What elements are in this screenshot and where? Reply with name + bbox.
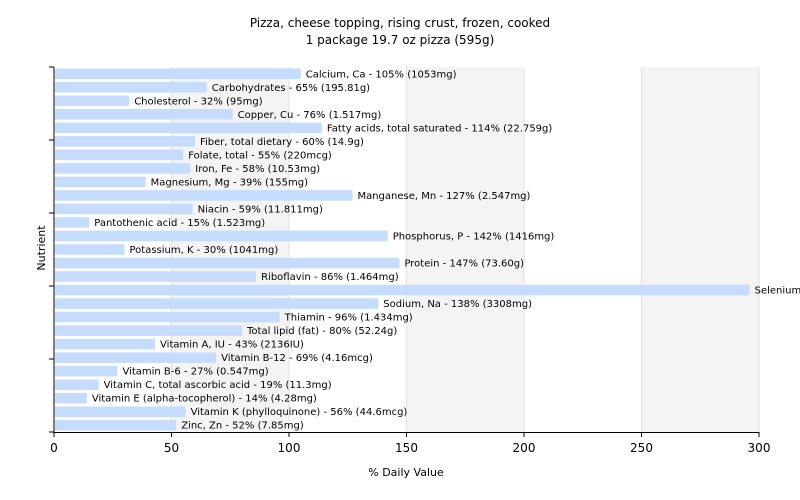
background-band <box>641 67 759 432</box>
bar-label: Vitamin K (phylloquinone) - 56% (44.6mcg… <box>191 407 408 418</box>
bar <box>55 298 379 309</box>
bar <box>55 365 118 377</box>
bar <box>55 176 146 188</box>
bar <box>55 406 186 417</box>
bar-label: Carbohydrates - 65% (195.81g) <box>212 83 370 94</box>
background-band <box>406 67 524 432</box>
bar <box>55 392 87 404</box>
bar-label: Protein - 147% (73.60g) <box>404 259 524 270</box>
bar <box>55 338 156 350</box>
bar <box>55 311 280 323</box>
bars <box>55 68 750 431</box>
chart-title: Pizza, cheese topping, rising crust, fro… <box>249 16 551 30</box>
bar-label: Iron, Fe - 58% (10.53mg) <box>195 164 320 175</box>
bar-label: Copper, Cu - 76% (1.517mg) <box>238 110 382 121</box>
bar-label: Total lipid (fat) - 80% (52.24g) <box>246 326 397 337</box>
bar <box>55 203 193 215</box>
bar <box>55 163 191 174</box>
x-tick-label: 250 <box>630 441 653 455</box>
bar <box>55 257 400 269</box>
bar <box>55 136 195 147</box>
bar <box>55 217 90 228</box>
bar-label: Zinc, Zn - 52% (7.85mg) <box>181 421 304 432</box>
x-tick-label: 100 <box>278 441 301 455</box>
x-tick-label: 150 <box>395 441 418 455</box>
x-tick-label: 200 <box>513 441 536 455</box>
bar <box>55 190 353 201</box>
x-axis-title: % Daily Value <box>368 466 444 479</box>
bar-label: Potassium, K - 30% (1041mg) <box>130 245 279 256</box>
bar <box>55 68 301 80</box>
bar-label: Fiber, total dietary - 60% (14.9g) <box>200 137 364 148</box>
bar-label: Vitamin A, IU - 43% (2136IU) <box>160 340 304 351</box>
bar-label: Calcium, Ca - 105% (1053mg) <box>306 69 457 80</box>
bar <box>55 379 99 390</box>
bar <box>55 284 750 296</box>
bar <box>55 149 184 161</box>
bar <box>55 82 207 93</box>
bar-label: Folate, total - 55% (220mcg) <box>188 150 332 161</box>
bar <box>55 325 242 336</box>
bar-label: Sodium, Na - 138% (3308mg) <box>383 299 532 310</box>
x-tick-label: 50 <box>164 441 179 455</box>
bar-label: Vitamin C, total ascorbic acid - 19% (11… <box>104 380 332 391</box>
x-tick-label: 0 <box>50 441 58 455</box>
bar <box>55 95 130 107</box>
bar-label: Niacin - 59% (11.811mg) <box>198 204 323 215</box>
bar <box>55 109 233 120</box>
bar <box>55 122 322 134</box>
bar-label: Cholesterol - 32% (95mg) <box>134 96 263 107</box>
bar-label: Riboflavin - 86% (1.464mg) <box>261 272 399 283</box>
bar-label: Thiamin - 96% (1.434mg) <box>284 313 413 324</box>
bar-label: Vitamin B-12 - 69% (4.16mcg) <box>221 353 373 364</box>
bar <box>55 230 388 242</box>
bar <box>55 352 217 363</box>
y-axis-title: Nutrient <box>35 225 48 271</box>
bar <box>55 419 177 431</box>
x-tick-label: 300 <box>748 441 771 455</box>
bar-label: Fatty acids, total saturated - 114% (22.… <box>327 123 552 134</box>
bar-label: Magnesium, Mg - 39% (155mg) <box>151 177 308 188</box>
bar-label: Phosphorus, P - 142% (1416mg) <box>393 231 555 242</box>
bar-label: Pantothenic acid - 15% (1.523mg) <box>94 218 265 229</box>
bar-label: Vitamin E (alpha-tocopherol) - 14% (4.28… <box>92 394 317 405</box>
bar-labels: Calcium, Ca - 105% (1053mg) Carbohydrates… <box>92 69 800 431</box>
axes: 0 50 100 150 200 250 300 <box>49 66 771 455</box>
bar <box>55 244 125 255</box>
chart-subtitle: 1 package 19.7 oz pizza (595g) <box>305 33 495 47</box>
bar-label: Selenium, Se - 296% (207.1mcg) <box>755 286 800 297</box>
bar-label: Manganese, Mn - 127% (2.547mg) <box>357 191 530 202</box>
bar <box>55 271 257 282</box>
bar-label: Vitamin B-6 - 27% (0.547mg) <box>122 367 268 378</box>
